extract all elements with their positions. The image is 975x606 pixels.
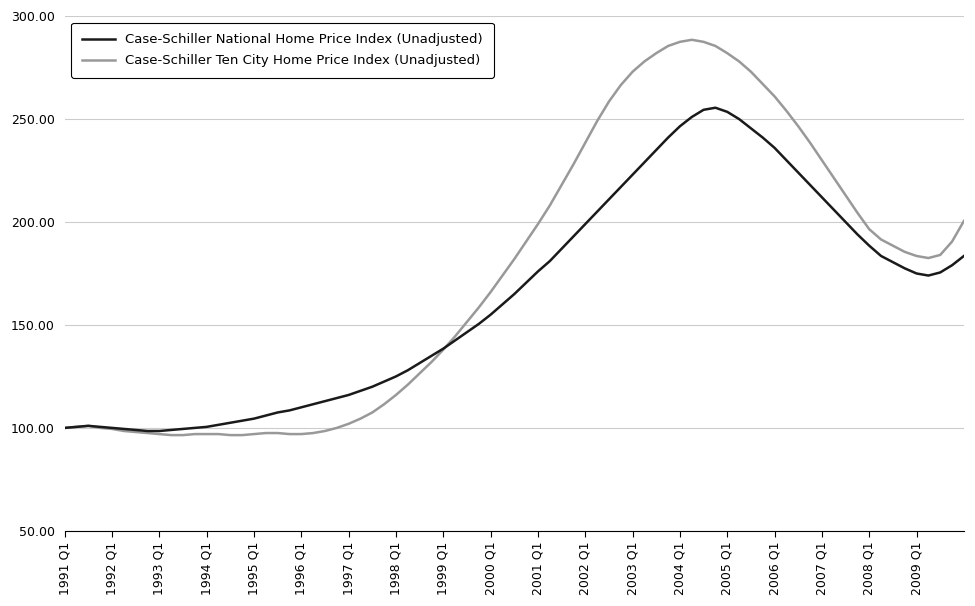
Case-Schiller National Home Price Index (Unadjusted) — [567, 233, 579, 240]
Case-Schiller Ten City Home Price Index (Unadjusted) — [958, 218, 970, 225]
Case-Schiller Ten City Home Price Index (Unadjusted) — [567, 161, 579, 168]
Case-Schiller Ten City Home Price Index (Unadjusted) — [58, 424, 70, 431]
Case-Schiller National Home Price Index (Unadjusted) — [141, 427, 153, 435]
Case-Schiller Ten City Home Price Index (Unadjusted) — [438, 346, 449, 353]
Case-Schiller Ten City Home Price Index (Unadjusted) — [378, 401, 390, 408]
Case-Schiller Ten City Home Price Index (Unadjusted) — [686, 36, 698, 44]
Case-Schiller National Home Price Index (Unadjusted) — [367, 383, 378, 390]
Legend: Case-Schiller National Home Price Index (Unadjusted), Case-Schiller Ten City Hom: Case-Schiller National Home Price Index … — [71, 22, 493, 78]
Case-Schiller Ten City Home Price Index (Unadjusted) — [461, 318, 473, 325]
Line: Case-Schiller Ten City Home Price Index (Unadjusted): Case-Schiller Ten City Home Price Index … — [64, 40, 964, 435]
Case-Schiller National Home Price Index (Unadjusted) — [461, 328, 473, 336]
Case-Schiller National Home Price Index (Unadjusted) — [710, 104, 722, 112]
Case-Schiller National Home Price Index (Unadjusted) — [58, 424, 70, 431]
Case-Schiller National Home Price Index (Unadjusted) — [378, 378, 390, 385]
Case-Schiller National Home Price Index (Unadjusted) — [958, 252, 970, 259]
Case-Schiller Ten City Home Price Index (Unadjusted) — [249, 430, 260, 438]
Case-Schiller National Home Price Index (Unadjusted) — [438, 345, 449, 352]
Case-Schiller Ten City Home Price Index (Unadjusted) — [166, 431, 177, 439]
Case-Schiller Ten City Home Price Index (Unadjusted) — [367, 409, 378, 416]
Case-Schiller National Home Price Index (Unadjusted) — [249, 415, 260, 422]
Line: Case-Schiller National Home Price Index (Unadjusted): Case-Schiller National Home Price Index … — [64, 108, 964, 431]
